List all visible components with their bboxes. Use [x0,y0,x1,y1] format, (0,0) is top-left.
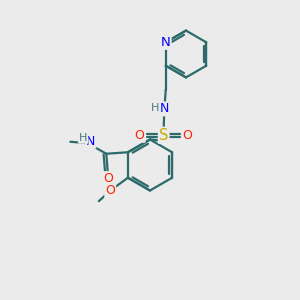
Text: O: O [135,129,145,142]
Text: H: H [79,133,87,143]
Text: O: O [103,172,113,185]
Text: H: H [151,103,159,113]
Text: S: S [159,128,168,143]
Text: O: O [183,129,193,142]
Text: N: N [86,135,95,148]
Text: N: N [161,36,171,49]
Text: O: O [105,184,115,197]
Text: N: N [160,102,170,116]
